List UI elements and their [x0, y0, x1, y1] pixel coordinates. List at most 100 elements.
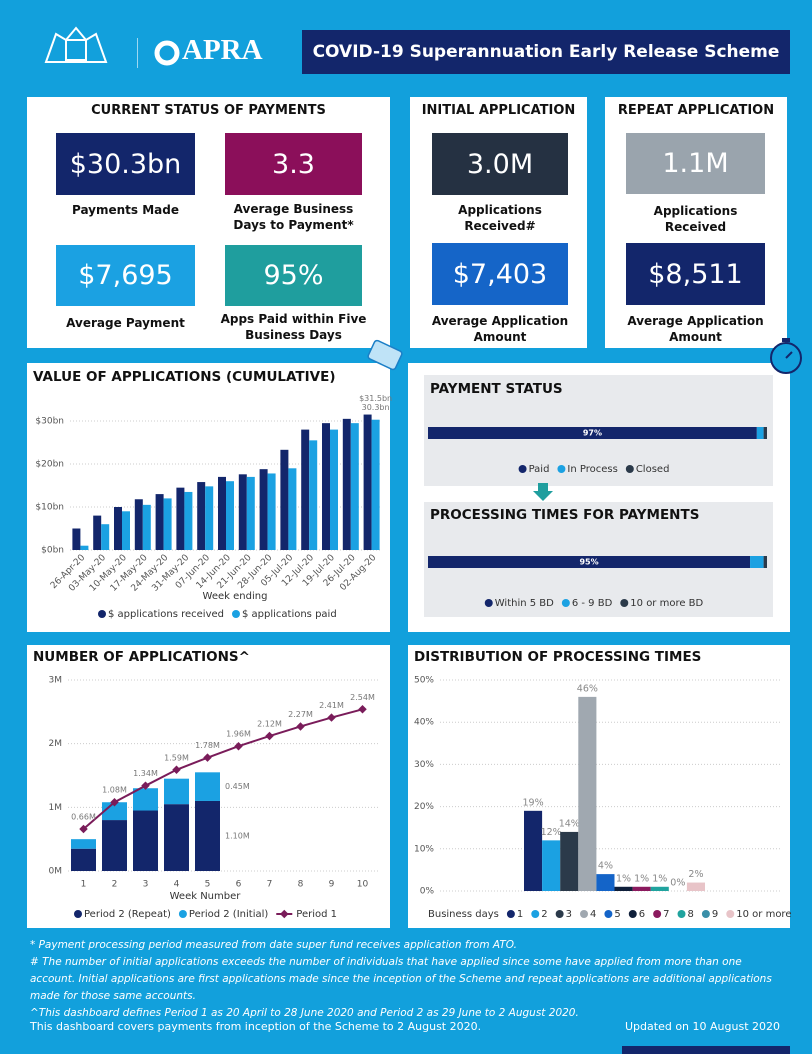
legend-marker — [531, 910, 540, 918]
bar — [614, 886, 633, 891]
legend-label: 10 or more BD — [630, 598, 703, 609]
legend-label: In Process — [567, 464, 617, 475]
bar — [280, 449, 289, 550]
kpi-label: Apps Paid within Five Business Days — [220, 312, 367, 342]
legend-label: 3 — [566, 909, 572, 920]
x-tick-label: 9 — [329, 880, 335, 890]
kpi-label: Applications Received# — [458, 203, 542, 233]
bar — [134, 499, 143, 550]
data-label: 12% — [541, 827, 562, 838]
x-tick-label: 8 — [298, 880, 304, 890]
data-label: 0.45M — [225, 782, 250, 791]
divider — [137, 38, 138, 68]
stopwatch-icon — [770, 338, 802, 374]
bar — [163, 498, 172, 550]
legend-marker — [518, 465, 527, 473]
bar-segment — [428, 427, 757, 439]
x-tick-label: 6 — [236, 880, 242, 890]
legend-label: 5 — [614, 909, 620, 920]
legend-label: Period 2 (Repeat) — [84, 909, 171, 920]
logo-icon — [154, 40, 180, 66]
legend-marker — [620, 599, 629, 607]
data-label: 1% — [652, 873, 667, 884]
bar — [155, 494, 164, 550]
legend: $ applications received $ applications pa… — [98, 609, 337, 620]
bar — [309, 440, 318, 550]
x-tick-label: 5 — [205, 880, 211, 890]
bar — [226, 481, 234, 550]
bar — [114, 507, 122, 550]
y-tick-label: 2M — [49, 739, 63, 749]
header-title: COVID-19 Superannuation Early Release Sc… — [302, 30, 790, 74]
legend-marker — [231, 610, 240, 618]
bar — [524, 810, 543, 891]
bar — [142, 504, 151, 550]
line-marker — [327, 713, 336, 722]
bar-segment — [195, 772, 220, 801]
y-tick-label: 50% — [414, 676, 434, 686]
chart-title: PROCESSING TIMES FOR PAYMENTS — [430, 507, 699, 523]
bar — [596, 874, 615, 891]
legend-marker — [653, 910, 662, 918]
y-tick-label: $10bn — [35, 503, 64, 513]
data-label: 46% — [577, 683, 598, 694]
bar — [122, 511, 130, 550]
line-marker — [172, 765, 181, 775]
legend-label: 6 - 9 BD — [572, 598, 613, 609]
kpi-label: Average Application Amount — [431, 314, 569, 344]
kpi-value: $7,695 — [56, 245, 195, 306]
line — [82, 708, 363, 830]
bar-segment — [750, 556, 764, 568]
legend-marker — [484, 599, 493, 607]
kpi-value: 1.1M — [626, 133, 765, 194]
data-label: 1% — [634, 873, 649, 884]
footnote: * Payment processing period measured fro… — [30, 939, 517, 951]
bar — [246, 476, 255, 550]
bar — [197, 482, 206, 550]
y-tick-label: 20% — [414, 802, 434, 812]
bar — [342, 418, 351, 550]
legend-marker — [561, 599, 570, 607]
legend-marker — [701, 910, 710, 918]
y-tick-label: 3M — [49, 676, 63, 686]
footer-right: Updated on 10 August 2020 — [625, 1020, 780, 1033]
legend-label: 9 — [712, 909, 718, 920]
legend: Period 2 (Repeat) Period 2 (Initial) Perio… — [74, 909, 337, 920]
bar — [101, 524, 110, 550]
chart-title: VALUE OF APPLICATIONS (CUMULATIVE) — [33, 369, 336, 385]
bar — [686, 882, 705, 891]
y-tick-label: $20bn — [35, 460, 64, 470]
bar — [238, 474, 247, 550]
legend-marker — [580, 910, 589, 918]
bar — [218, 476, 226, 550]
bar-segment — [164, 778, 189, 805]
legend-label: 8 — [688, 909, 694, 920]
line-marker — [265, 731, 274, 741]
chart-title: NUMBER OF APPLICATIONS^ — [33, 649, 250, 665]
data-label: $31.5bn — [359, 394, 392, 403]
legend-label: Closed — [636, 464, 670, 475]
legend-label: $ applications paid — [242, 609, 337, 620]
kpi-label: Applications Received — [653, 204, 738, 234]
x-tick-label: 2 — [112, 880, 118, 890]
kpi-label: Payments Made — [71, 203, 180, 217]
legend-label: 1 — [517, 909, 523, 920]
crest — [44, 26, 108, 63]
line-marker — [358, 705, 367, 714]
panel-title: REPEAT APPLICATION — [617, 103, 775, 118]
bar — [176, 487, 185, 550]
chart-title: DISTRIBUTION OF PROCESSING TIMES — [414, 649, 701, 665]
bar — [363, 414, 372, 550]
bar — [301, 429, 310, 550]
bar — [184, 491, 193, 550]
y-tick-label: $30bn — [35, 417, 64, 427]
legend-label: Within 5 BD — [495, 598, 554, 609]
legend: Business days 1 2 3 4 5 6 7 8 9 10 or more — [428, 909, 791, 920]
bar-segment — [71, 848, 96, 871]
legend-label: Period 2 (Initial) — [189, 909, 268, 920]
data-label: 2.27M — [288, 710, 313, 719]
legend-marker — [98, 610, 106, 618]
data-label: 4% — [598, 861, 613, 872]
legend-marker — [555, 910, 564, 918]
